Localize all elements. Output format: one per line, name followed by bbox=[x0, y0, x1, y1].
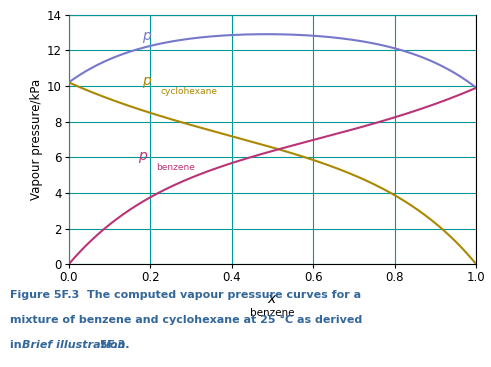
Text: Figure 5F.3  The computed vapour pressure curves for a: Figure 5F.3 The computed vapour pressure… bbox=[10, 290, 361, 300]
Text: benzene: benzene bbox=[156, 163, 195, 171]
Y-axis label: Vapour pressure/kPa: Vapour pressure/kPa bbox=[29, 79, 43, 200]
Text: Brief illustration: Brief illustration bbox=[22, 340, 126, 350]
Text: benzene: benzene bbox=[250, 308, 295, 318]
Text: $p$: $p$ bbox=[142, 75, 152, 90]
Text: 5F.3.: 5F.3. bbox=[96, 340, 129, 350]
Text: in: in bbox=[10, 340, 26, 350]
Text: mixture of benzene and cyclohexane at 25 °C as derived: mixture of benzene and cyclohexane at 25… bbox=[10, 315, 362, 325]
Text: $x$: $x$ bbox=[267, 292, 278, 306]
Text: $p$: $p$ bbox=[142, 30, 152, 45]
Text: cyclohexane: cyclohexane bbox=[161, 87, 218, 96]
Text: $p$: $p$ bbox=[138, 150, 148, 165]
